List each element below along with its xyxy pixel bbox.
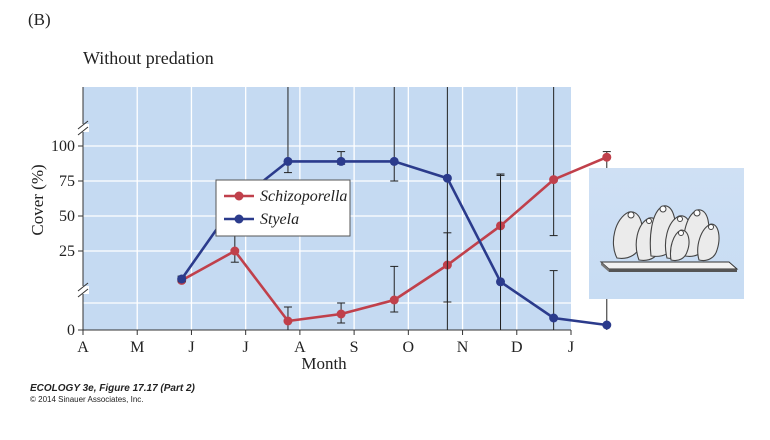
data-point-styela (283, 156, 293, 166)
data-point-schizoporella (549, 175, 559, 185)
legend-box (215, 179, 351, 237)
x-tick-label: D (511, 339, 523, 356)
x-tick-label: S (350, 339, 359, 356)
copyright-notice: © 2014 Sinauer Associates, Inc. (30, 395, 144, 404)
y-tick-label: 25 (59, 243, 75, 260)
x-tick-label: O (403, 339, 415, 356)
x-tick-label: J (568, 339, 574, 356)
axis-break-mark (77, 288, 89, 298)
data-point-styela (549, 313, 559, 323)
chart-title: Without predation (83, 48, 214, 68)
data-point-styela (389, 156, 399, 166)
data-point-schizoporella (336, 309, 346, 319)
panel-label: (B) (28, 10, 51, 29)
x-tick-label: A (77, 339, 89, 356)
sea-squirt-cluster-icon (599, 205, 739, 272)
data-point-styela (442, 173, 452, 183)
x-tick-label: J (243, 339, 249, 356)
x-tick-label: N (457, 339, 469, 356)
axis-break-mark (77, 126, 89, 136)
data-point-styela (496, 277, 506, 287)
figure-credit-title: ECOLOGY 3e, Figure 17.17 (Part 2) (30, 383, 195, 394)
legend-label-schizoporella: Schizoporella (260, 188, 347, 205)
legend-marker-schizoporella (234, 191, 244, 201)
y-tick-label: 75 (59, 173, 75, 190)
legend-label-styela: Styela (260, 211, 299, 228)
axis-break-gap (77, 124, 89, 132)
legend-marker-styela (234, 214, 244, 224)
data-point-styela (602, 320, 612, 330)
data-point-schizoporella (602, 152, 612, 162)
x-tick-label: M (130, 339, 144, 356)
axis-break-mark (77, 120, 89, 130)
data-point-styela (177, 274, 187, 284)
axis-break-gap (77, 286, 89, 294)
figure-credit: ECOLOGY 3e, Figure 17.17 (Part 2) © 2014… (30, 383, 195, 404)
x-axis-label: Month (301, 354, 347, 373)
y-tick-label: 100 (51, 138, 75, 155)
x-tick-label: J (188, 339, 194, 356)
x-tick-label: A (294, 339, 306, 356)
axis-break-mark (77, 282, 89, 292)
data-point-styela (336, 156, 346, 166)
styela-cluster-inset (589, 168, 744, 299)
data-point-schizoporella (283, 316, 293, 326)
data-point-schizoporella (230, 246, 240, 256)
y-tick-label: 0 (67, 322, 75, 339)
y-tick-label: 50 (59, 208, 75, 225)
data-point-schizoporella (389, 295, 399, 305)
